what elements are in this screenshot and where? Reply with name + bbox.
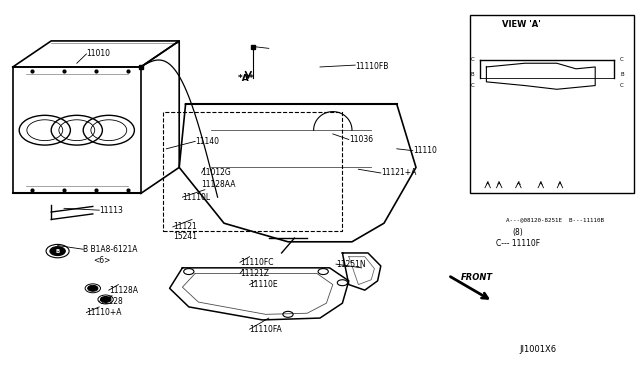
Text: 11251N: 11251N: [336, 260, 365, 269]
Text: B B1A8-6121A: B B1A8-6121A: [83, 245, 138, 254]
Text: JI1001X6: JI1001X6: [520, 345, 557, 354]
Text: *A*: *A*: [238, 74, 255, 83]
Text: 11010: 11010: [86, 49, 111, 58]
Text: 15241: 15241: [173, 232, 197, 241]
Text: A: A: [497, 180, 501, 186]
Text: 11110FB: 11110FB: [355, 62, 388, 71]
Text: 11113: 11113: [99, 206, 123, 215]
Circle shape: [100, 296, 111, 302]
Text: C: C: [620, 57, 624, 62]
Text: B: B: [56, 248, 60, 254]
Text: A---@08120-8251E  B---11110B: A---@08120-8251E B---11110B: [506, 217, 604, 222]
Text: 11110FA: 11110FA: [250, 325, 282, 334]
Text: (8): (8): [512, 228, 523, 237]
Text: A: A: [558, 180, 562, 186]
Text: 11012G: 11012G: [202, 169, 231, 177]
Text: 11128: 11128: [99, 297, 123, 306]
Text: C--- 11110F: C--- 11110F: [496, 239, 540, 248]
Bar: [470, 15, 634, 193]
Text: 11110E: 11110E: [250, 280, 278, 289]
Text: 11110L: 11110L: [182, 193, 211, 202]
Circle shape: [50, 247, 65, 256]
Text: A: A: [516, 180, 520, 186]
Text: B: B: [470, 72, 474, 77]
Bar: [163, 112, 342, 231]
Text: C: C: [470, 83, 474, 88]
Text: 11121: 11121: [173, 222, 196, 231]
Text: 11128A: 11128A: [109, 286, 138, 295]
Text: 11121Z: 11121Z: [240, 269, 269, 278]
Text: 11110+A: 11110+A: [86, 308, 122, 317]
Text: C: C: [470, 57, 474, 62]
Text: 11036: 11036: [349, 135, 373, 144]
Text: 11110FC: 11110FC: [240, 258, 273, 267]
Text: VIEW 'A': VIEW 'A': [502, 20, 541, 29]
Text: 11140: 11140: [195, 137, 219, 146]
Text: <6>: <6>: [93, 256, 110, 265]
Text: A: A: [539, 180, 543, 186]
Text: 11121+A: 11121+A: [381, 169, 416, 177]
Text: 11110: 11110: [413, 146, 436, 155]
Text: FRONT: FRONT: [461, 273, 493, 282]
Text: B: B: [620, 72, 624, 77]
Text: A: A: [486, 180, 490, 186]
Circle shape: [88, 285, 98, 291]
Text: 11128AA: 11128AA: [202, 180, 236, 189]
Text: C: C: [620, 83, 624, 88]
